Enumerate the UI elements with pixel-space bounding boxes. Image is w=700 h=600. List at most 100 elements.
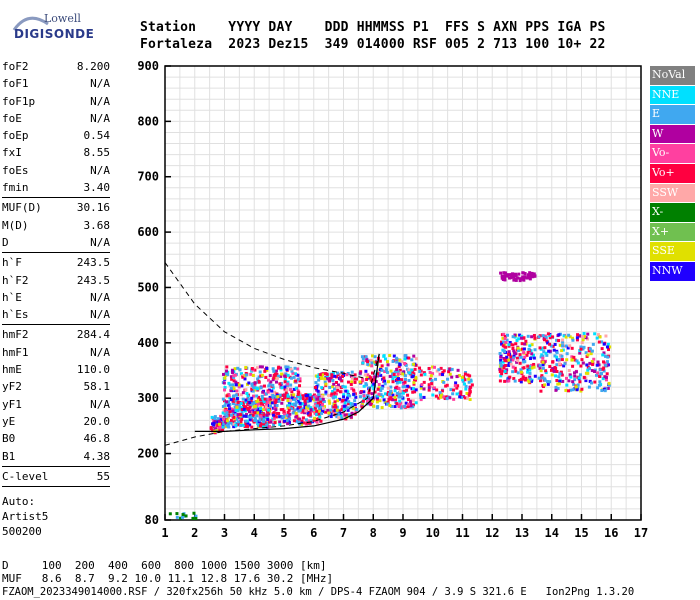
echo-point (286, 380, 290, 384)
echo-point (244, 421, 248, 425)
echo-point (229, 407, 233, 411)
echo-point (342, 404, 346, 408)
echo-point (224, 422, 228, 426)
echo-point (302, 421, 306, 425)
echo-point (442, 369, 446, 373)
echo-point (227, 381, 231, 385)
echo-point (309, 406, 313, 410)
param-value: 3.68 (83, 218, 111, 232)
echo-point (586, 368, 590, 372)
echo-point (232, 425, 236, 429)
echo-point (242, 414, 246, 418)
echo-point (321, 402, 325, 406)
echo-point (407, 379, 411, 383)
echo-point (467, 380, 471, 384)
echo-point (403, 357, 407, 361)
echo-point (553, 354, 557, 358)
echo-point (306, 411, 310, 415)
param-label: h`F (2, 256, 22, 270)
echo-point (324, 390, 328, 394)
echo-point (365, 399, 369, 403)
echo-point (272, 423, 276, 427)
echo-point (557, 382, 561, 386)
echo-point (365, 378, 369, 382)
echo-point (538, 364, 542, 368)
echo-point (256, 411, 260, 415)
echo-point (236, 413, 240, 417)
echo-point (406, 397, 410, 401)
echo-point (350, 380, 354, 384)
echo-point (602, 369, 606, 373)
echo-point (390, 375, 394, 379)
echo-point (441, 373, 445, 377)
echo-point (331, 389, 335, 393)
echo-point (271, 367, 275, 371)
echo-point (401, 385, 405, 389)
echo-point (606, 386, 610, 390)
echo-point (555, 355, 559, 359)
echo-point (343, 401, 347, 405)
echo-point (240, 408, 244, 412)
echo-point (460, 375, 464, 379)
echo-point (404, 363, 408, 367)
echo-point (260, 399, 264, 403)
echo-point (450, 375, 454, 379)
echo-point (593, 332, 597, 336)
echo-point (336, 412, 340, 416)
y-tick-label: 700 (137, 170, 159, 184)
echo-point (289, 396, 293, 400)
echo-point (605, 360, 609, 364)
echo-point (333, 403, 337, 407)
echo-point (361, 361, 365, 365)
echo-point (304, 394, 308, 398)
echo-point (419, 373, 423, 377)
echo-point (221, 425, 225, 429)
echo-point (381, 394, 385, 398)
echo-point (232, 422, 236, 426)
echo-point (397, 395, 401, 399)
echo-point (253, 381, 257, 385)
echo-point (265, 413, 269, 417)
echo-point (253, 416, 257, 420)
echo-point (598, 374, 602, 378)
echo-point (564, 335, 568, 339)
echo-point (327, 393, 331, 397)
echo-point (598, 380, 602, 384)
echo-point (427, 366, 431, 370)
header-values: Fortaleza 2023 Dez15 349 014000 RSF 005 … (140, 37, 606, 52)
echo-point (395, 393, 399, 397)
echo-point (241, 423, 245, 427)
echo-point (281, 408, 285, 412)
echo-point (527, 276, 531, 280)
echo-point (287, 419, 291, 423)
echo-point (392, 372, 396, 376)
echo-point (581, 347, 585, 351)
echo-point (557, 339, 561, 343)
echo-point (223, 385, 227, 389)
echo-point (604, 375, 608, 379)
echo-point (607, 348, 611, 352)
echo-point (225, 419, 229, 423)
echo-point (548, 342, 552, 346)
echo-point (520, 334, 524, 338)
echo-point (463, 378, 467, 382)
echo-point (314, 381, 318, 385)
echo-point (291, 411, 295, 415)
echo-point (520, 342, 524, 346)
echo-point (286, 410, 290, 414)
echo-point (248, 401, 252, 405)
param-row: foEp 0.54 (2, 127, 110, 144)
echo-point (308, 399, 312, 403)
echo-point (519, 368, 523, 372)
param-label: B1 (2, 449, 16, 463)
echo-point (367, 375, 371, 379)
echo-point (571, 388, 575, 392)
echo-point (399, 405, 403, 409)
echo-point (555, 351, 559, 355)
echo-point (584, 371, 588, 375)
echo-point (455, 386, 459, 390)
echo-point (313, 416, 317, 420)
echo-point (315, 404, 319, 408)
echo-point (513, 379, 517, 383)
echo-point (218, 419, 222, 423)
